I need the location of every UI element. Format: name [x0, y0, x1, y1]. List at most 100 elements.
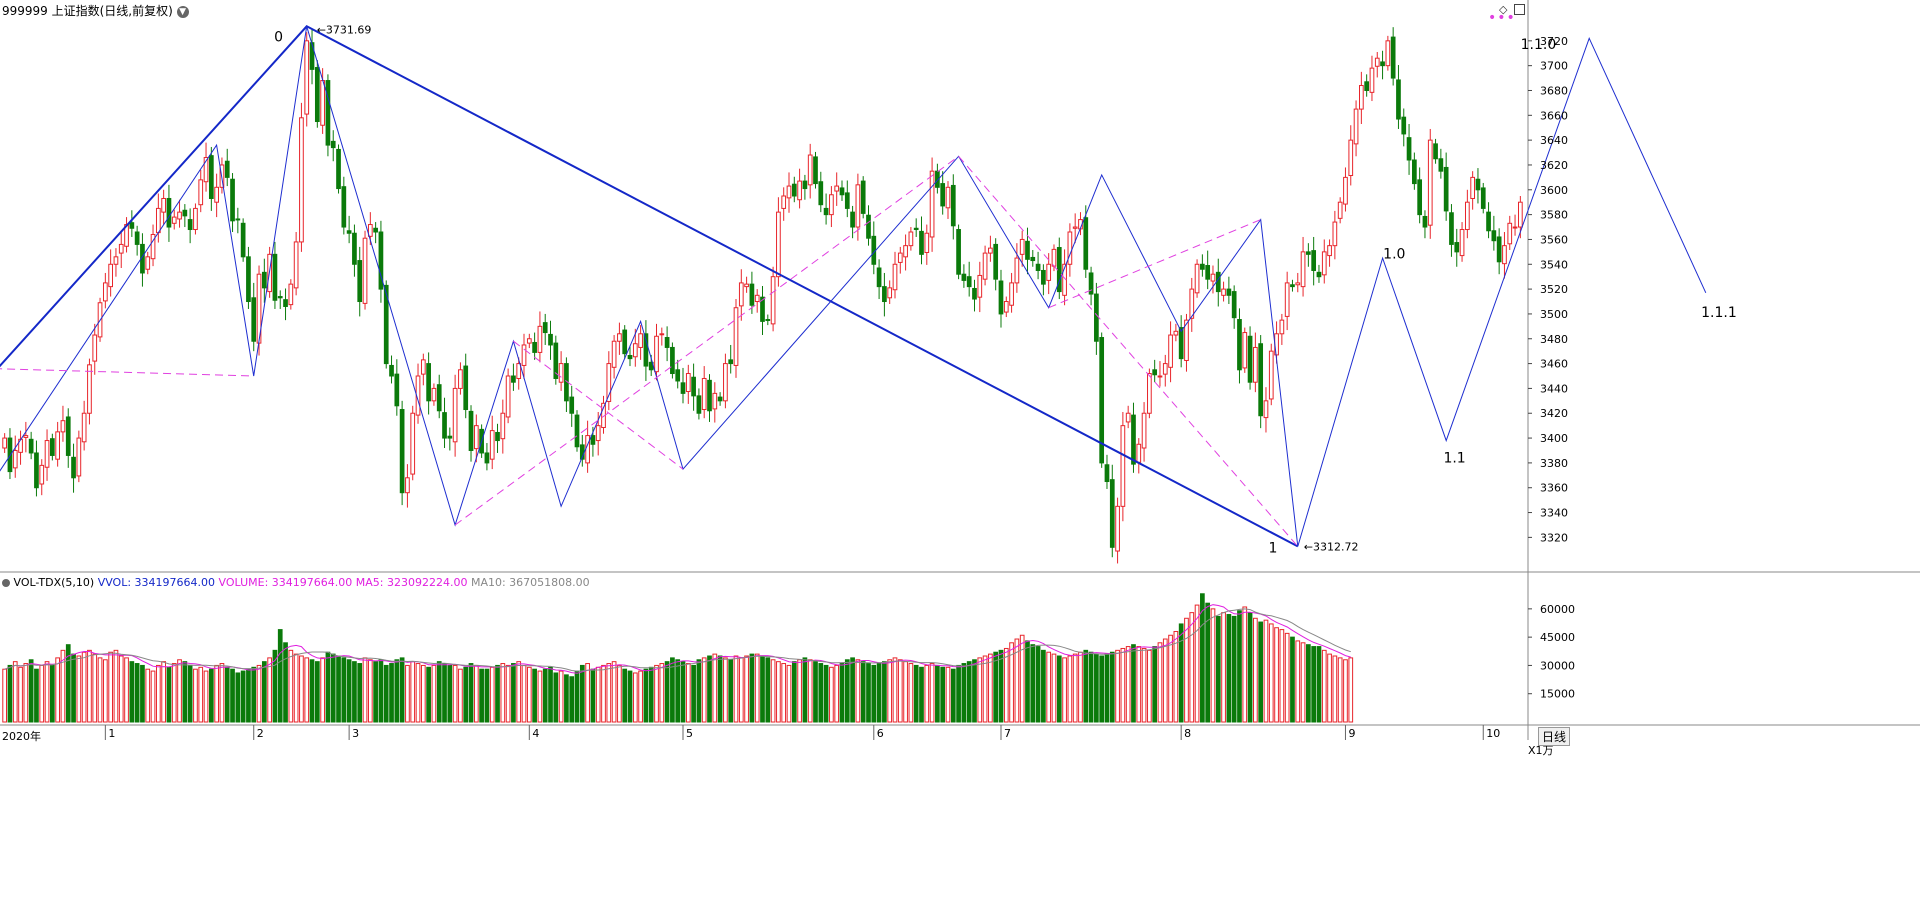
volume-bar — [1141, 647, 1147, 723]
candle-body — [341, 186, 347, 228]
candle-body — [738, 282, 744, 307]
volume-bar — [44, 661, 50, 723]
volume-bar — [977, 657, 983, 723]
volume-bar — [956, 664, 961, 723]
candle-body — [447, 435, 453, 439]
candle-body — [1099, 337, 1105, 464]
candle-body — [664, 337, 670, 348]
candle-body — [617, 333, 622, 342]
volume-bar — [871, 664, 877, 723]
volume-bar — [1268, 623, 1274, 723]
volume-bar — [542, 668, 548, 723]
candle-body — [489, 430, 495, 460]
volume-bar — [12, 661, 18, 723]
volume-bar — [479, 668, 484, 723]
volume-bar — [1247, 612, 1253, 723]
volume-bar — [860, 661, 866, 723]
volume-bar — [754, 653, 760, 723]
volume-bar — [463, 666, 469, 723]
volume-bar — [844, 659, 850, 723]
volume-bar — [1215, 615, 1221, 723]
candle-body — [1051, 248, 1057, 267]
candle-body — [102, 282, 108, 302]
volume-indicator-icon[interactable] — [2, 579, 10, 587]
chevron-down-icon[interactable]: ▼ — [176, 5, 189, 18]
candle-body — [1088, 272, 1094, 295]
volume-indicator-name[interactable]: VOL-TDX(5,10) — [13, 576, 95, 589]
price-tick-label: 3720 — [1540, 35, 1568, 48]
period-tab[interactable]: 日线 — [1538, 727, 1571, 746]
candle-body — [193, 207, 198, 231]
candle-body — [807, 154, 813, 186]
candle-body — [717, 396, 723, 402]
candle-body — [935, 170, 940, 188]
candle-body — [261, 271, 267, 289]
candle-body — [1067, 231, 1073, 265]
volume-bars — [2, 593, 1354, 723]
volume-bar — [1306, 644, 1311, 723]
volume-bar — [182, 661, 188, 723]
volume-bar — [802, 657, 808, 723]
candle-body — [929, 170, 935, 238]
candle-body — [632, 343, 638, 358]
volume-bar — [208, 668, 214, 723]
candle-body — [1433, 143, 1438, 160]
candle-body — [399, 409, 405, 494]
candle-body — [357, 260, 363, 303]
volume-bar — [1210, 608, 1216, 723]
volume-bar — [511, 663, 516, 723]
volume-bar — [1258, 621, 1264, 723]
candle-body — [590, 435, 596, 445]
volume-bar — [171, 663, 177, 723]
volume-bar — [177, 659, 182, 723]
candle-body — [309, 42, 315, 70]
volume-bar — [919, 666, 924, 723]
candle-body — [691, 376, 696, 397]
candle-body — [749, 283, 755, 306]
volume-bar — [267, 657, 272, 723]
volume-bar — [1332, 655, 1338, 723]
volume-bar — [320, 657, 325, 723]
volume-bar — [214, 664, 219, 723]
diamond-icon[interactable]: ◇ — [1499, 3, 1508, 16]
volume-bar — [415, 663, 421, 723]
volume-bar — [240, 670, 246, 723]
volume-bar — [1274, 627, 1279, 723]
volume-bar — [373, 661, 378, 723]
candle-body — [844, 192, 850, 209]
candle-body — [171, 216, 177, 224]
volume-bar — [691, 664, 696, 723]
volume-bar — [113, 649, 119, 723]
price-tick-label: 3320 — [1540, 531, 1568, 544]
volume-bar — [55, 657, 61, 723]
volume-bar — [34, 668, 39, 723]
candle-body — [367, 224, 373, 237]
candle-body — [389, 364, 394, 377]
month-tick-label: 2 — [257, 727, 264, 740]
candle-body — [288, 283, 294, 306]
wave-guide-line — [513, 340, 684, 470]
candle-body — [680, 382, 686, 394]
candle-body — [818, 181, 824, 206]
month-tick-label: 7 — [1004, 727, 1011, 740]
window-toggle-icon[interactable] — [1514, 4, 1525, 15]
candle-body — [1374, 57, 1380, 67]
candle-body — [378, 231, 384, 290]
volume-bar — [341, 657, 347, 723]
candle-body — [585, 435, 590, 464]
volume-tick-label: 45000 — [1540, 631, 1575, 644]
candle-body — [1237, 319, 1242, 371]
volume-bar — [638, 670, 643, 723]
candle-body — [770, 276, 776, 325]
candle-body — [463, 365, 469, 411]
candle-body — [553, 342, 559, 379]
volume-bar — [277, 629, 283, 723]
volume-tick-label: 60000 — [1540, 603, 1575, 616]
volume-bar — [1147, 649, 1152, 723]
candle-body — [1178, 327, 1184, 360]
candle-body — [246, 256, 251, 303]
candle-body — [723, 363, 728, 402]
volume-bar — [272, 649, 278, 723]
candle-body — [1009, 282, 1014, 306]
volume-bar — [526, 666, 532, 723]
